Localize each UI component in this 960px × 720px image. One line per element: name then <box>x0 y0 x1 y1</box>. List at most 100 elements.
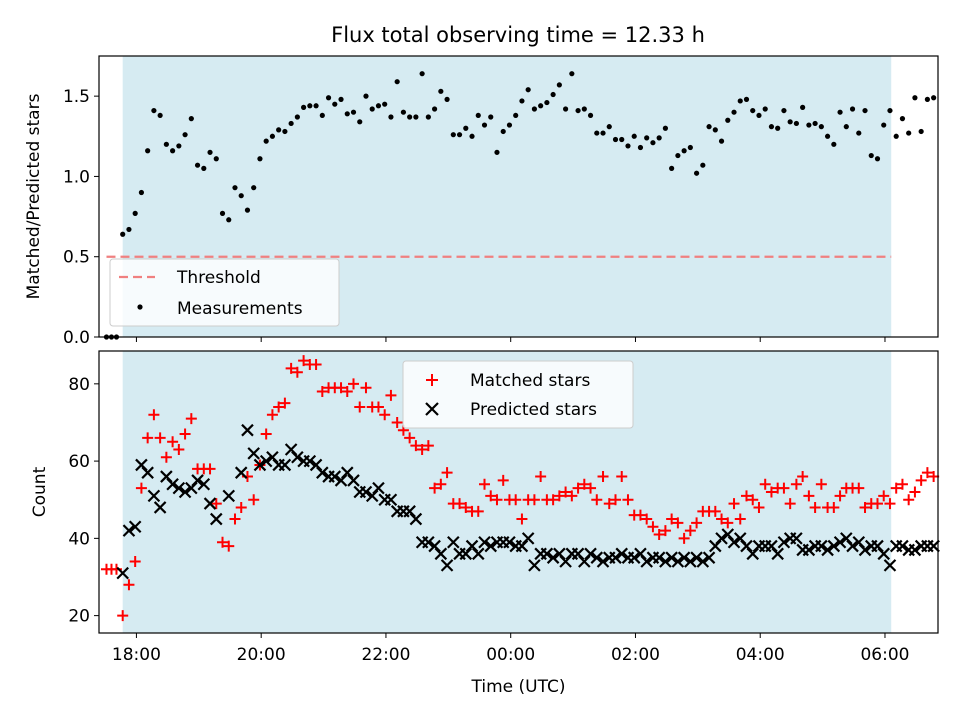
predicted-star-point <box>528 559 541 572</box>
measurement-point <box>793 120 799 127</box>
matched-star-point <box>610 494 621 506</box>
measurement-point <box>382 101 388 107</box>
measurement-point <box>874 156 881 162</box>
predicted-star-point <box>434 547 448 561</box>
measurement-point <box>544 99 550 106</box>
matched-star-point <box>903 494 915 506</box>
matched-star-point <box>915 474 927 486</box>
matched-star-point <box>117 610 129 622</box>
predicted-star-point <box>234 466 248 479</box>
legend-predicted-label: Predicted stars <box>470 400 597 420</box>
matched-star-point <box>672 517 684 529</box>
measurement-point <box>463 125 469 131</box>
matched-star-point <box>179 428 191 440</box>
bottom-y-tick-label: 20 <box>68 607 90 627</box>
predicted-star-point <box>384 493 398 507</box>
predicted-star-point <box>247 447 260 460</box>
top-y-axis-ticks: 0.0 0.5 1.0 1.5 <box>63 87 99 348</box>
matched-star-point <box>341 386 353 398</box>
bottom-panel: 20 40 60 80 18:00 20:00 22:00 00:00 02:00 04:00 0… <box>30 350 940 697</box>
predicted-star-point <box>627 551 641 564</box>
measurement-point <box>257 156 263 162</box>
matched-star-point <box>429 482 441 494</box>
matched-star-point <box>135 482 147 494</box>
matched-star-point <box>871 498 883 510</box>
bottom-x-tick-label: 18:00 <box>112 645 161 665</box>
matched-star-point <box>622 494 634 506</box>
bottom-legend: Matched stars Predicted stars <box>402 360 634 429</box>
chart-title: Flux total observing time = 12.33 h <box>331 23 705 47</box>
matched-star-point <box>740 490 752 502</box>
bottom-x-tick-label: 04:00 <box>736 645 785 665</box>
measurement-point <box>581 106 587 112</box>
measurement-point <box>475 112 481 119</box>
measurement-point <box>899 116 906 122</box>
measurement-point <box>301 104 307 110</box>
bottom-panel-frame <box>98 350 939 634</box>
predicted-star-point <box>883 559 897 572</box>
top-y-tick-label: 1.0 <box>63 167 90 187</box>
matched-star-point <box>928 471 940 483</box>
predicted-star-point <box>447 535 460 549</box>
top-legend-box <box>109 258 340 327</box>
measurement-point <box>644 135 650 141</box>
matched-star-point <box>410 440 422 452</box>
predicted-star-point <box>790 532 803 545</box>
measurement-point <box>906 130 912 136</box>
measurement-point <box>525 87 531 93</box>
matched-star-point <box>167 436 179 448</box>
predicted-star-points <box>116 423 940 580</box>
matched-star-point <box>441 467 453 479</box>
matched-star-point <box>728 498 740 510</box>
predicted-star-point <box>596 555 610 568</box>
bottom-y-axis-ticks: 20 40 60 80 <box>68 375 99 627</box>
matched-star-point <box>485 490 497 502</box>
predicted-star-point <box>652 551 666 564</box>
measurement-point <box>700 162 706 168</box>
measurement-point <box>881 122 887 128</box>
legend-measurement-label: Measurements <box>177 299 303 319</box>
bottom-y-tick-label: 40 <box>68 529 90 549</box>
predicted-star-point <box>702 551 716 564</box>
measurement-point <box>226 217 232 223</box>
measurement-point <box>768 124 775 130</box>
predicted-star-point <box>278 458 292 472</box>
matched-star-point <box>185 413 197 425</box>
matched-star-point <box>828 501 840 513</box>
matched-star-point <box>884 498 896 510</box>
measurement-point <box>313 103 319 109</box>
measurement-point <box>325 95 332 101</box>
measurement-point <box>400 109 407 115</box>
measurement-point <box>375 103 382 109</box>
measurement-point <box>806 122 812 128</box>
matched-star-point <box>734 513 746 525</box>
matched-star-point <box>235 501 247 513</box>
matched-star-point <box>273 401 285 413</box>
matched-star-point <box>279 397 291 409</box>
matched-star-point <box>815 478 827 490</box>
measurement-point <box>506 122 513 128</box>
matched-star-point <box>173 444 185 456</box>
measurement-point <box>675 152 681 159</box>
matched-star-point <box>497 474 509 486</box>
predicted-star-point <box>827 539 841 553</box>
legend-threshold-label: Threshold <box>176 268 261 288</box>
measurement-point <box>469 133 475 139</box>
predicted-star-point <box>191 474 204 487</box>
legend-x-marker <box>425 402 439 416</box>
matched-star-point <box>784 498 796 510</box>
measurement-point <box>706 124 712 130</box>
matched-star-point <box>566 490 578 502</box>
measurement-point <box>612 136 619 143</box>
predicted-star-point <box>521 532 535 545</box>
predicted-star-point <box>116 566 129 580</box>
matched-star-point <box>510 494 522 506</box>
matched-star-point <box>335 382 347 394</box>
measurement-point <box>213 156 219 162</box>
measurement-point <box>800 104 806 110</box>
measurement-point <box>425 114 431 120</box>
predicted-star-point <box>422 535 435 549</box>
matched-star-point <box>853 482 865 494</box>
predicted-star-point <box>440 559 454 572</box>
measurement-point <box>450 132 456 138</box>
